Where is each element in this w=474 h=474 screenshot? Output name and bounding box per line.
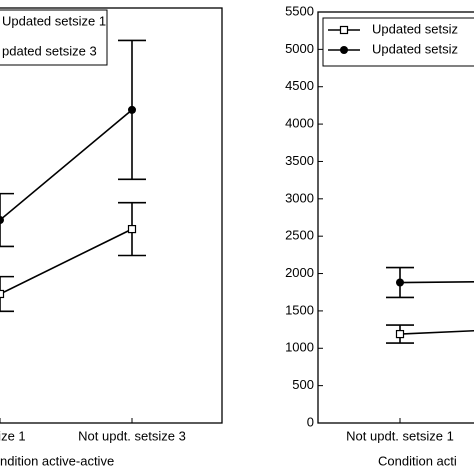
legend-label: Updated setsize 1	[2, 13, 106, 28]
legend-box	[322, 17, 474, 67]
y-tick-label: 1500	[285, 302, 314, 317]
error-bar	[0, 275, 14, 313]
error-bar	[0, 192, 14, 248]
marker	[395, 329, 405, 339]
series-line	[399, 329, 474, 335]
y-tick-label: 500	[292, 377, 314, 392]
plot-frame	[0, 7, 223, 424]
y-tick-label: 2500	[285, 228, 314, 243]
y-tick-label: 5000	[285, 41, 314, 56]
plot-frame	[317, 11, 474, 424]
x-tick-label: setsize 1	[0, 428, 26, 443]
x-tick-label: Not updt. setsize 3	[78, 428, 186, 443]
series-line	[0, 228, 133, 295]
legend-label: Updated setsiz	[372, 41, 458, 56]
marker	[0, 216, 4, 225]
legend-label: pdated setsize 3	[2, 43, 97, 58]
y-tick-label: 3500	[285, 153, 314, 168]
marker	[339, 25, 349, 35]
legend-box	[0, 9, 108, 66]
y-tick-label: 5500	[285, 3, 314, 18]
x-axis-label: Condition acti	[378, 453, 457, 468]
marker	[396, 278, 404, 287]
y-tick-label: 4500	[285, 78, 314, 93]
marker	[0, 289, 5, 299]
marker	[128, 105, 136, 114]
y-tick-label: 1000	[285, 340, 314, 355]
legend-label: Updated setsiz	[372, 21, 458, 36]
y-tick-label: 0	[307, 414, 314, 429]
y-tick-label: 3000	[285, 190, 314, 205]
y-tick-label: 4000	[285, 116, 314, 131]
marker	[340, 46, 348, 54]
series-line	[0, 109, 133, 221]
marker	[127, 224, 137, 234]
y-tick-label: 2000	[285, 265, 314, 280]
x-tick-label: Not updt. setsize 1	[346, 428, 454, 443]
x-axis-label: ndition active-active	[0, 453, 114, 468]
series-line	[399, 280, 474, 284]
